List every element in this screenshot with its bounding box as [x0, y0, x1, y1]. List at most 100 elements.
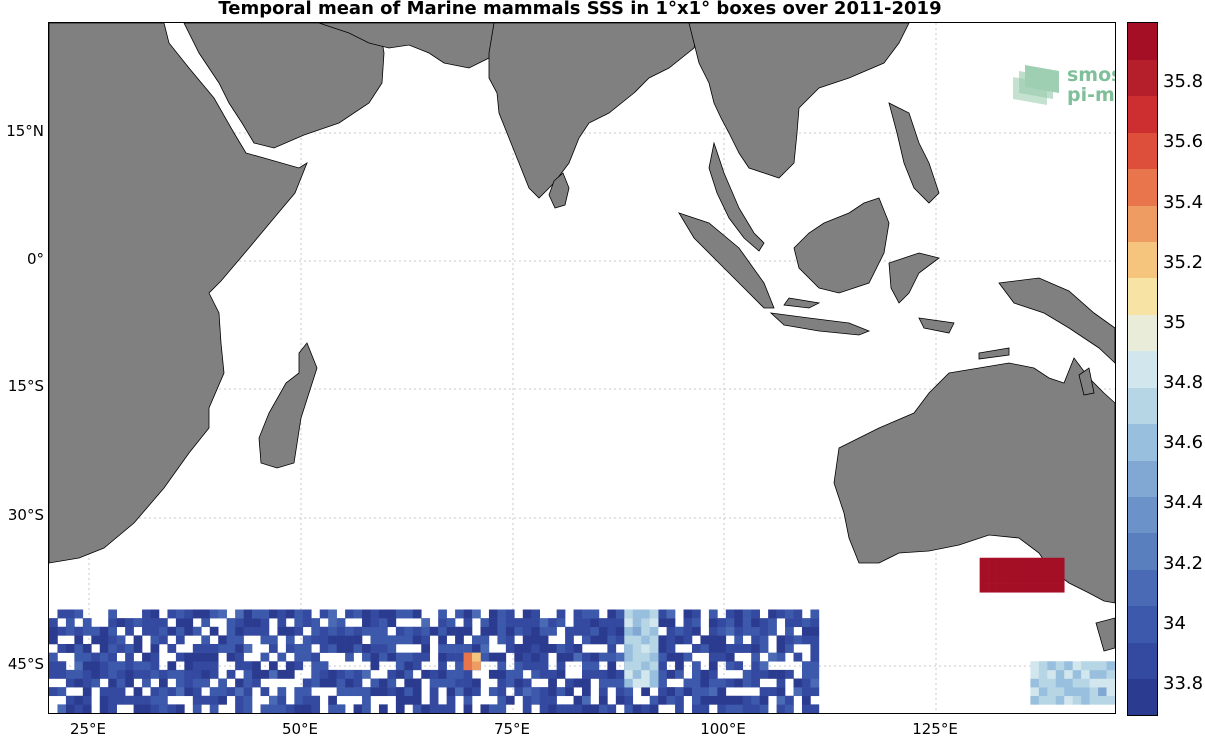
sss-cell [641, 609, 650, 619]
sss-cell [1038, 669, 1048, 679]
sss-cell [116, 635, 126, 645]
sss-cell [336, 678, 346, 688]
sss-cell [370, 644, 380, 653]
sss-cell [235, 652, 244, 662]
sss-cell [666, 644, 676, 653]
sss-cell [167, 704, 177, 713]
sss-cell [582, 704, 591, 713]
sss-cell [582, 652, 591, 662]
sss-cell [582, 695, 591, 705]
sss-cell [691, 618, 701, 628]
sss-cell [108, 669, 117, 679]
sss-cell [108, 661, 117, 671]
sss-cell [607, 635, 617, 645]
sss-cell [1055, 583, 1065, 593]
sss-cell [641, 678, 650, 688]
sss-cell [649, 609, 659, 619]
sss-cell [565, 644, 574, 653]
sss-cell [996, 583, 1006, 593]
sss-cell [497, 618, 507, 628]
sss-cell [125, 618, 134, 628]
sss-cell [700, 687, 710, 697]
sss-cell [319, 669, 329, 679]
sss-cell [1106, 695, 1115, 705]
sss-cell [328, 669, 337, 679]
sss-cell [82, 618, 92, 628]
sss-cell [1038, 566, 1048, 576]
sss-cell [455, 652, 464, 662]
sss-cell [675, 704, 684, 713]
sss-cell [632, 635, 642, 645]
sss-cell [556, 704, 566, 713]
sss-cell [565, 687, 574, 697]
sss-cell [776, 635, 786, 645]
sss-cell [996, 575, 1006, 584]
sss-cell [666, 695, 676, 705]
new-guinea-landmass [998, 277, 1115, 364]
sss-cell [708, 644, 718, 653]
sss-cell [497, 661, 507, 671]
sss-cell [362, 609, 371, 619]
sss-cell [725, 644, 735, 653]
sss-cell [218, 687, 227, 697]
sss-cell [1038, 695, 1048, 705]
sss-cell [785, 626, 794, 636]
sss-data-layer [49, 557, 1115, 713]
colorbar-tick-label: 35 [1163, 311, 1186, 333]
sss-cell [395, 669, 405, 679]
sss-cell [759, 695, 769, 705]
sss-cell [615, 652, 625, 662]
sss-cell [446, 652, 456, 662]
sss-cell [1106, 687, 1115, 697]
sss-cell [582, 687, 591, 697]
sss-cell [57, 609, 67, 619]
sss-cell [429, 687, 439, 697]
sss-cell [785, 644, 794, 653]
sss-cell [175, 669, 185, 679]
sss-cell [74, 652, 84, 662]
sss-cell [497, 669, 507, 679]
sss-cell [548, 626, 557, 636]
sss-cell [243, 626, 253, 636]
sss-cell [455, 609, 464, 619]
sss-cell [175, 678, 185, 688]
sss-cell [717, 626, 727, 636]
sss-cell [649, 626, 659, 636]
sss-cell [319, 644, 329, 653]
sss-cell [108, 704, 117, 713]
sss-cell [565, 678, 574, 688]
sss-cell [395, 635, 405, 645]
sss-cell [590, 661, 600, 671]
sss-cell [979, 557, 989, 567]
sss-cell [108, 652, 117, 662]
sss-cell [751, 704, 760, 713]
sss-cell [531, 635, 540, 645]
sss-cell [378, 652, 388, 662]
sss-cell [184, 678, 194, 688]
sss-cell [497, 635, 507, 645]
sss-cell [362, 669, 371, 679]
sss-cell [785, 635, 794, 645]
sss-cell [776, 687, 786, 697]
sss-cell [1106, 678, 1115, 688]
sss-cell [150, 635, 160, 645]
sss-cell [624, 618, 634, 628]
sss-cell [514, 644, 524, 653]
sss-cell [412, 687, 422, 697]
sss-cell [370, 626, 380, 636]
sss-cell [785, 704, 794, 713]
sss-cell [514, 678, 524, 688]
sss-cell [370, 609, 380, 619]
sss-cell [158, 635, 168, 645]
sss-cell [446, 626, 456, 636]
sss-cell [607, 669, 617, 679]
sss-cell [725, 652, 735, 662]
sss-cell [218, 609, 227, 619]
sss-cell [1030, 669, 1040, 679]
map-canvas [49, 23, 1115, 713]
sss-cell [302, 644, 312, 653]
sss-cell [260, 669, 270, 679]
sss-cell [328, 626, 337, 636]
sss-cell [1055, 575, 1065, 584]
sss-cell [548, 678, 557, 688]
